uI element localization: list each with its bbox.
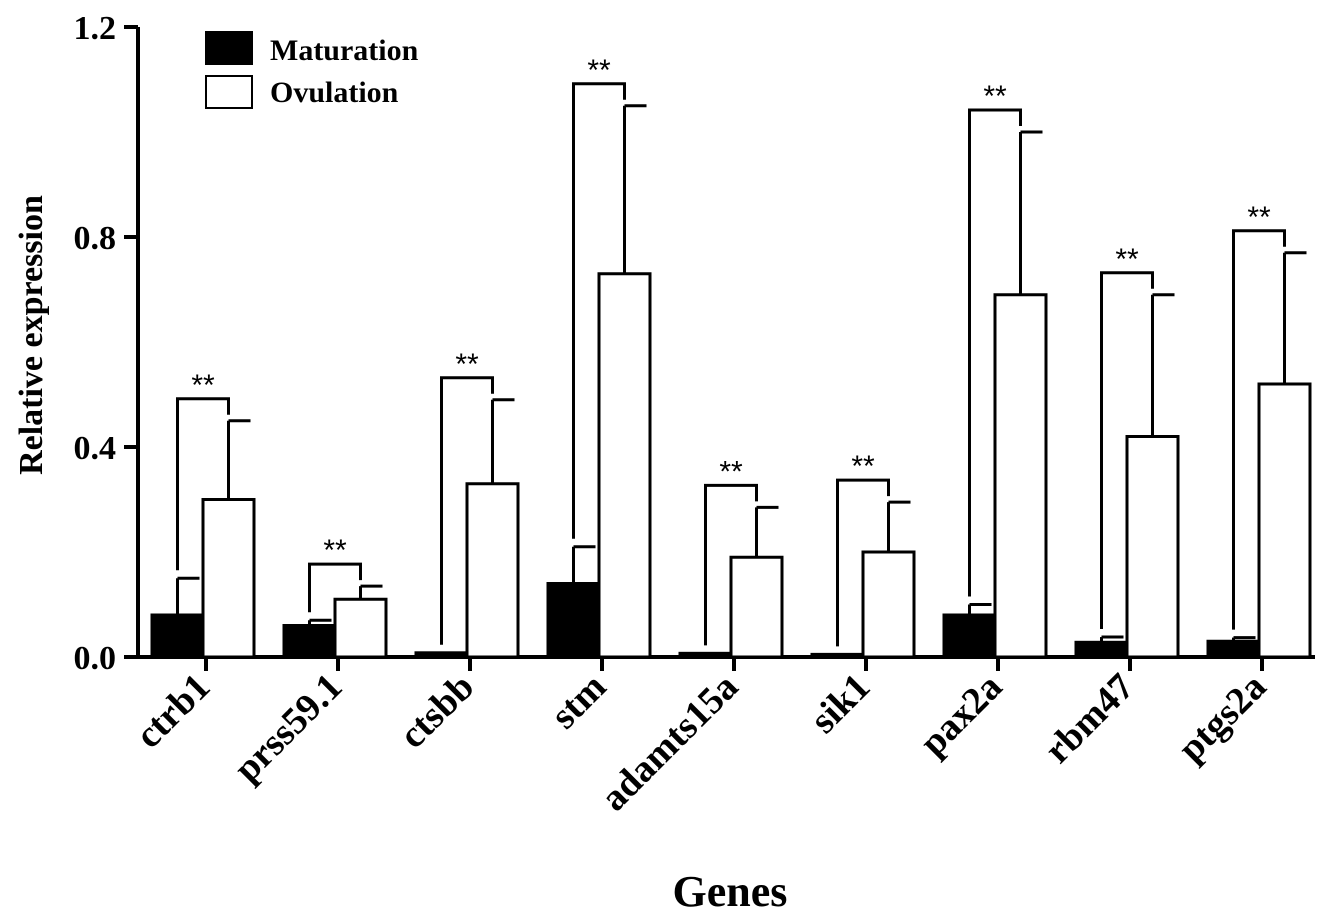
maturation-bar <box>150 613 205 659</box>
significance-bracket <box>308 562 362 613</box>
category-label: ctrb1 <box>127 666 218 757</box>
category-label: prss59.1 <box>226 666 351 791</box>
significance-label: ** <box>191 369 215 402</box>
ovulation-bar <box>993 293 1048 659</box>
maturation-bar <box>942 613 997 659</box>
significance-label: ** <box>983 80 1007 113</box>
ovulation-bar <box>1257 382 1312 659</box>
y-axis-title: Relative expression <box>13 195 50 475</box>
category-label: rbm47 <box>1037 666 1143 772</box>
category-label: pax2a <box>912 666 1010 764</box>
significance-bracket <box>1100 271 1154 630</box>
significance-bracket <box>1232 229 1286 630</box>
category-label: ctsbb <box>391 666 482 757</box>
significance-bracket <box>176 397 230 571</box>
legend-swatch-maturation <box>205 31 253 65</box>
category-label: ptgs2a <box>1170 666 1274 770</box>
significance-label: ** <box>455 348 479 381</box>
significance-bracket <box>440 376 494 645</box>
x-axis-title: Genes <box>673 867 788 915</box>
maturation-bar <box>678 651 733 659</box>
maturation-bar <box>546 582 601 659</box>
category-label: adamts15a <box>593 666 747 820</box>
significance-bracket <box>704 483 758 646</box>
ovulation-bar <box>1125 435 1180 659</box>
ovulation-bar <box>201 498 256 659</box>
legend: Maturation Ovulation <box>205 31 419 109</box>
ovulation-bar <box>861 550 916 659</box>
ovulation-bar <box>729 555 784 659</box>
significance-label: ** <box>587 54 611 87</box>
legend-swatch-ovulation <box>205 75 253 109</box>
maturation-bar <box>810 652 865 659</box>
significance-label: ** <box>323 534 347 567</box>
maturation-bar <box>1206 639 1261 659</box>
legend-label-ovulation: Ovulation <box>270 76 399 109</box>
ovulation-bar <box>333 597 388 659</box>
significance-label: ** <box>1115 243 1139 276</box>
category-label: stm <box>543 666 614 737</box>
y-tick-label: 0.0 <box>74 640 117 677</box>
bars: ** ** ** ** ** ** ** ** ** <box>150 54 1312 659</box>
significance-label: ** <box>1247 201 1271 234</box>
ovulation-bar <box>465 482 520 659</box>
significance-bracket <box>836 478 890 647</box>
significance-bracket <box>968 108 1022 597</box>
ovulation-bar <box>597 272 652 659</box>
maturation-bar <box>1074 640 1129 659</box>
maturation-bar <box>414 651 469 659</box>
significance-bracket <box>572 82 626 539</box>
y-tick-label: 0.8 <box>74 220 117 257</box>
y-tick-label: 0.4 <box>74 430 117 467</box>
significance-label: ** <box>719 455 743 488</box>
significance-label: ** <box>851 450 875 483</box>
maturation-bar <box>282 624 337 659</box>
category-label: sik1 <box>802 666 878 742</box>
y-tick-label: 1.2 <box>74 10 117 47</box>
legend-label-maturation: Maturation <box>270 34 419 67</box>
